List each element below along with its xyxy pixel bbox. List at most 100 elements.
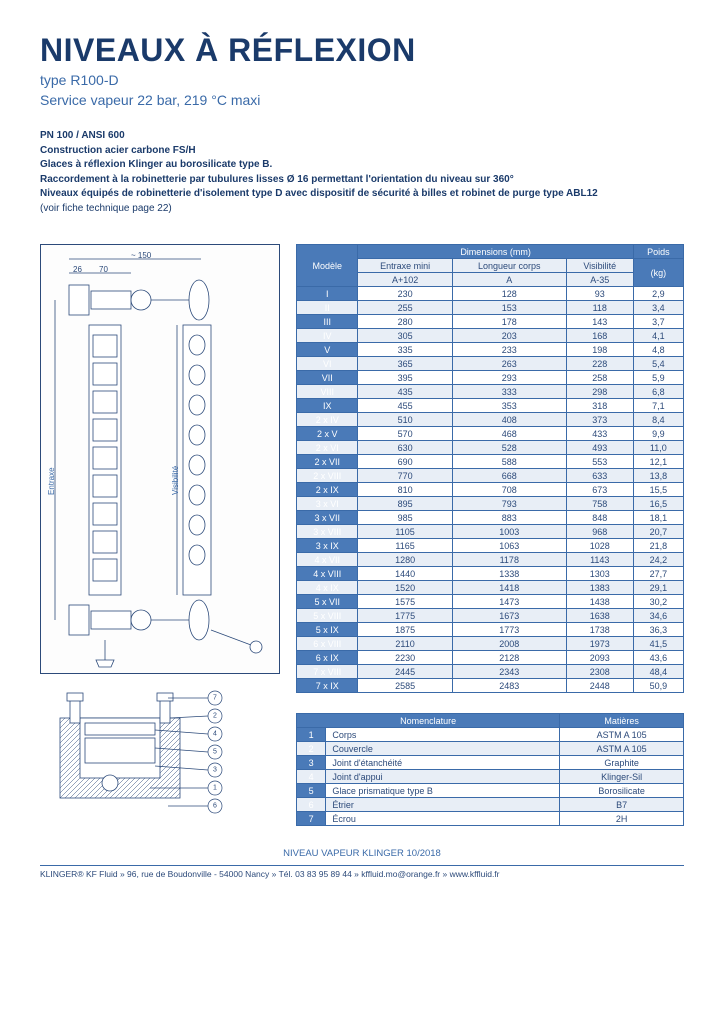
table-cell: Joint d'étanchéité (326, 756, 560, 770)
table-cell: Klinger-Sil (560, 770, 684, 784)
nomenclature-table: Nomenclature Matières 1CorpsASTM A 1052C… (296, 713, 684, 826)
table-cell: III (297, 315, 358, 329)
table-cell: 6 x IX (297, 651, 358, 665)
table-cell: 1738 (566, 623, 633, 637)
table-cell: ASTM A 105 (560, 728, 684, 742)
table-row: 2 x V5704684339,9 (297, 427, 684, 441)
table-cell: 8,4 (633, 413, 683, 427)
table-cell: 11,0 (633, 441, 683, 455)
subtitle-service: Service vapeur 22 bar, 219 °C maxi (40, 91, 684, 109)
table-cell: 1638 (566, 609, 633, 623)
spec-line: PN 100 / ANSI 600 (40, 129, 684, 144)
gauge-slots-left (93, 335, 117, 581)
table-cell: 13,8 (633, 469, 683, 483)
table-cell: 7 x IX (297, 679, 358, 693)
table-cell: 373 (566, 413, 633, 427)
table-cell: 810 (358, 483, 452, 497)
table-row: 1CorpsASTM A 105 (297, 728, 684, 742)
table-row: 7 x IX25852483244850,9 (297, 679, 684, 693)
table-cell: 30,2 (633, 595, 683, 609)
table-cell: Borosilicate (560, 784, 684, 798)
table-cell: 2 x IV (297, 413, 358, 427)
footer-doc-ref: NIVEAU VAPEUR KLINGER 10/2018 (40, 848, 684, 859)
table-cell: 5,9 (633, 371, 683, 385)
table-cell: 5 x VII (297, 595, 358, 609)
table-row: 3Joint d'étanchéitéGraphite (297, 756, 684, 770)
table-cell: 6 x VIII (297, 637, 358, 651)
table-cell: 7 x VIII (297, 665, 358, 679)
table-cell: 7,1 (633, 399, 683, 413)
table-row: 6 x IX22302128209343,6 (297, 651, 684, 665)
table-cell: 570 (358, 427, 452, 441)
col-visibilite: Visibilité (566, 259, 633, 273)
table-cell: 2093 (566, 651, 633, 665)
spec-block: PN 100 / ANSI 600 Construction acier car… (40, 129, 684, 216)
table-cell: 2110 (358, 637, 452, 651)
table-row: 7Écrou2H (297, 812, 684, 826)
table-row: V3352331984,8 (297, 343, 684, 357)
table-cell: 24,2 (633, 553, 683, 567)
axis-label-visibilite: Visibilité (171, 466, 180, 495)
table-cell: Couvercle (326, 742, 560, 756)
table-cell: 34,6 (633, 609, 683, 623)
table-cell: 690 (358, 455, 452, 469)
table-cell: 2H (560, 812, 684, 826)
dimensions-table: Modèle Dimensions (mm) Poids Entraxe min… (296, 244, 684, 693)
col-entraxe: Entraxe mini (358, 259, 452, 273)
table-cell: 335 (358, 343, 452, 357)
table-cell: 93 (566, 287, 633, 301)
table-row: 5 x IX18751773173836,3 (297, 623, 684, 637)
table-cell: 708 (452, 483, 566, 497)
table-cell: 1575 (358, 595, 452, 609)
table-cell: 433 (566, 427, 633, 441)
table-cell: 143 (566, 315, 633, 329)
table-cell: 5,4 (633, 357, 683, 371)
table-cell: 1520 (358, 581, 452, 595)
table-cell: 2 x IX (297, 483, 358, 497)
table-row: 4 x VIII14401338130327,7 (297, 567, 684, 581)
table-row: 2 x VI63052849311,0 (297, 441, 684, 455)
table-cell: 203 (452, 329, 566, 343)
table-cell: 493 (566, 441, 633, 455)
table-cell: 3,7 (633, 315, 683, 329)
table-cell: 2008 (452, 637, 566, 651)
table-row: 2CouvercleASTM A 105 (297, 742, 684, 756)
table-row: 3 x VI89579375816,5 (297, 497, 684, 511)
table-cell: 1143 (566, 553, 633, 567)
drawing-svg (41, 245, 281, 675)
page-title: NIVEAUX À RÉFLEXION (40, 32, 684, 69)
table-row: 2 x VII69058855312,1 (297, 455, 684, 469)
table-cell: 3 x VI (297, 497, 358, 511)
table-row: 6 x VIII21102008197341,5 (297, 637, 684, 651)
svg-text:7: 7 (213, 695, 217, 702)
col-nomenclature: Nomenclature (297, 714, 560, 728)
table-cell: 673 (566, 483, 633, 497)
table-cell: 233 (452, 343, 566, 357)
table-cell: 21,8 (633, 539, 683, 553)
table-cell: 153 (452, 301, 566, 315)
table-cell: 258 (566, 371, 633, 385)
table-cell: 1673 (452, 609, 566, 623)
table-cell: 178 (452, 315, 566, 329)
table-row: I230128932,9 (297, 287, 684, 301)
table-cell: 7 (297, 812, 326, 826)
dim-label: 70 (99, 265, 108, 274)
table-cell: 36,3 (633, 623, 683, 637)
table-cell: 435 (358, 385, 452, 399)
table-cell: 1105 (358, 525, 452, 539)
table-cell: VI (297, 357, 358, 371)
table-row: 4 x IX15201418138329,1 (297, 581, 684, 595)
col-model: Modèle (297, 245, 358, 287)
col-matieres: Matières (560, 714, 684, 728)
svg-text:4: 4 (213, 731, 217, 738)
col-dimensions: Dimensions (mm) (358, 245, 633, 259)
table-cell: 2 x VII (297, 455, 358, 469)
table-cell: 468 (452, 427, 566, 441)
table-cell: 2 x VI (297, 441, 358, 455)
table-row: 2 x IV5104083738,4 (297, 413, 684, 427)
table-cell: 48,4 (633, 665, 683, 679)
table-cell: 3 x VIII (297, 525, 358, 539)
table-cell: 6,8 (633, 385, 683, 399)
table-row: 2 x VIII77066863313,8 (297, 469, 684, 483)
table-cell: Étrier (326, 798, 560, 812)
